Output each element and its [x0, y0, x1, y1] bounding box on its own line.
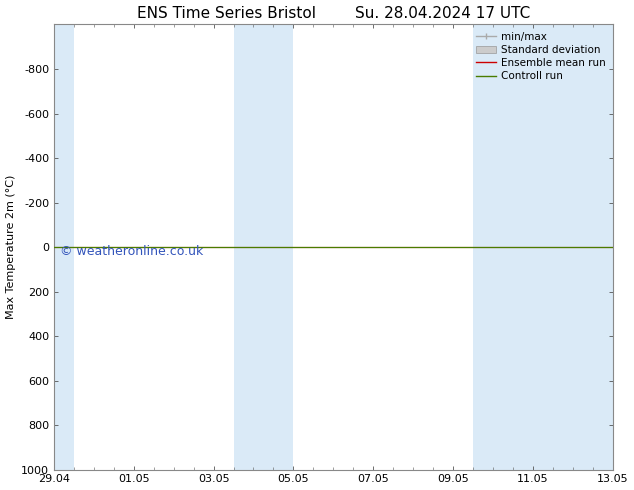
- Text: © weatheronline.co.uk: © weatheronline.co.uk: [60, 245, 203, 258]
- Y-axis label: Max Temperature 2m (°C): Max Temperature 2m (°C): [6, 175, 16, 319]
- Legend: min/max, Standard deviation, Ensemble mean run, Controll run: min/max, Standard deviation, Ensemble me…: [474, 30, 607, 83]
- Title: ENS Time Series Bristol        Su. 28.04.2024 17 UTC: ENS Time Series Bristol Su. 28.04.2024 1…: [137, 5, 530, 21]
- Bar: [473, 24, 612, 469]
- Bar: [233, 24, 294, 469]
- Bar: [54, 24, 74, 469]
